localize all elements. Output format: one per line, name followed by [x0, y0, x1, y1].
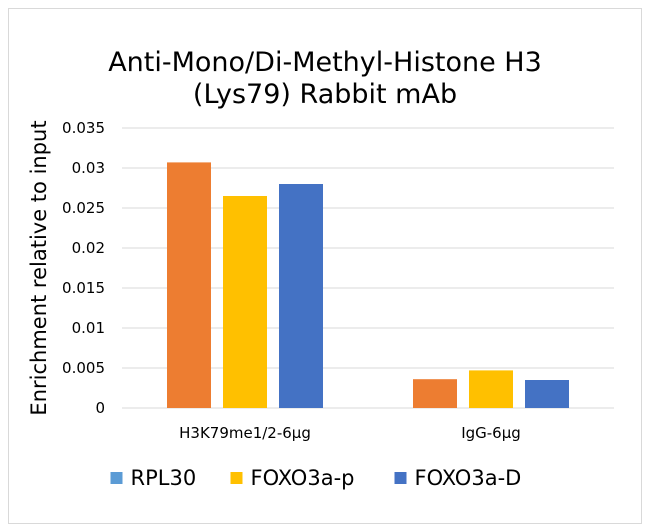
- chart-frame: [8, 8, 642, 524]
- legend-swatch-rpl30: [110, 472, 123, 484]
- bar-foxo3a-d-1: [525, 380, 569, 408]
- chart-title-line-2: (Lys79) Rabbit mAb: [193, 79, 457, 110]
- y-tick-label: 0: [95, 399, 105, 417]
- bar-foxo3a-p-1: [469, 370, 513, 408]
- bar-rpl30-1: [413, 379, 457, 408]
- y-tick-label: 0.035: [62, 119, 105, 137]
- y-tick-label: 0.025: [62, 199, 105, 217]
- legend-swatch-foxo3a-p: [230, 472, 243, 484]
- y-tick-label: 0.03: [72, 159, 105, 177]
- bar-foxo3a-p-0: [223, 196, 267, 408]
- legend-label-foxo3a-p: FOXO3a-p: [251, 466, 355, 490]
- y-tick-label: 0.01: [72, 319, 105, 337]
- bar-rpl30-0: [167, 162, 211, 408]
- category-label: H3K79me1/2-6μg: [179, 424, 311, 442]
- chart-title-line-1: Anti-Mono/Di-Methyl-Histone H3: [108, 47, 542, 78]
- category-label: IgG-6μg: [461, 424, 521, 442]
- legend-label-rpl30: RPL30: [131, 466, 197, 490]
- y-tick-label: 0.015: [62, 279, 105, 297]
- y-axis-label: Enrichment relative to input: [27, 120, 51, 415]
- legend-label-foxo3a-d: FOXO3a-D: [415, 466, 522, 490]
- y-tick-label: 0.005: [62, 359, 105, 377]
- bar-foxo3a-d-0: [279, 184, 323, 408]
- legend-swatch-foxo3a-d: [394, 472, 407, 484]
- y-tick-label: 0.02: [72, 239, 105, 257]
